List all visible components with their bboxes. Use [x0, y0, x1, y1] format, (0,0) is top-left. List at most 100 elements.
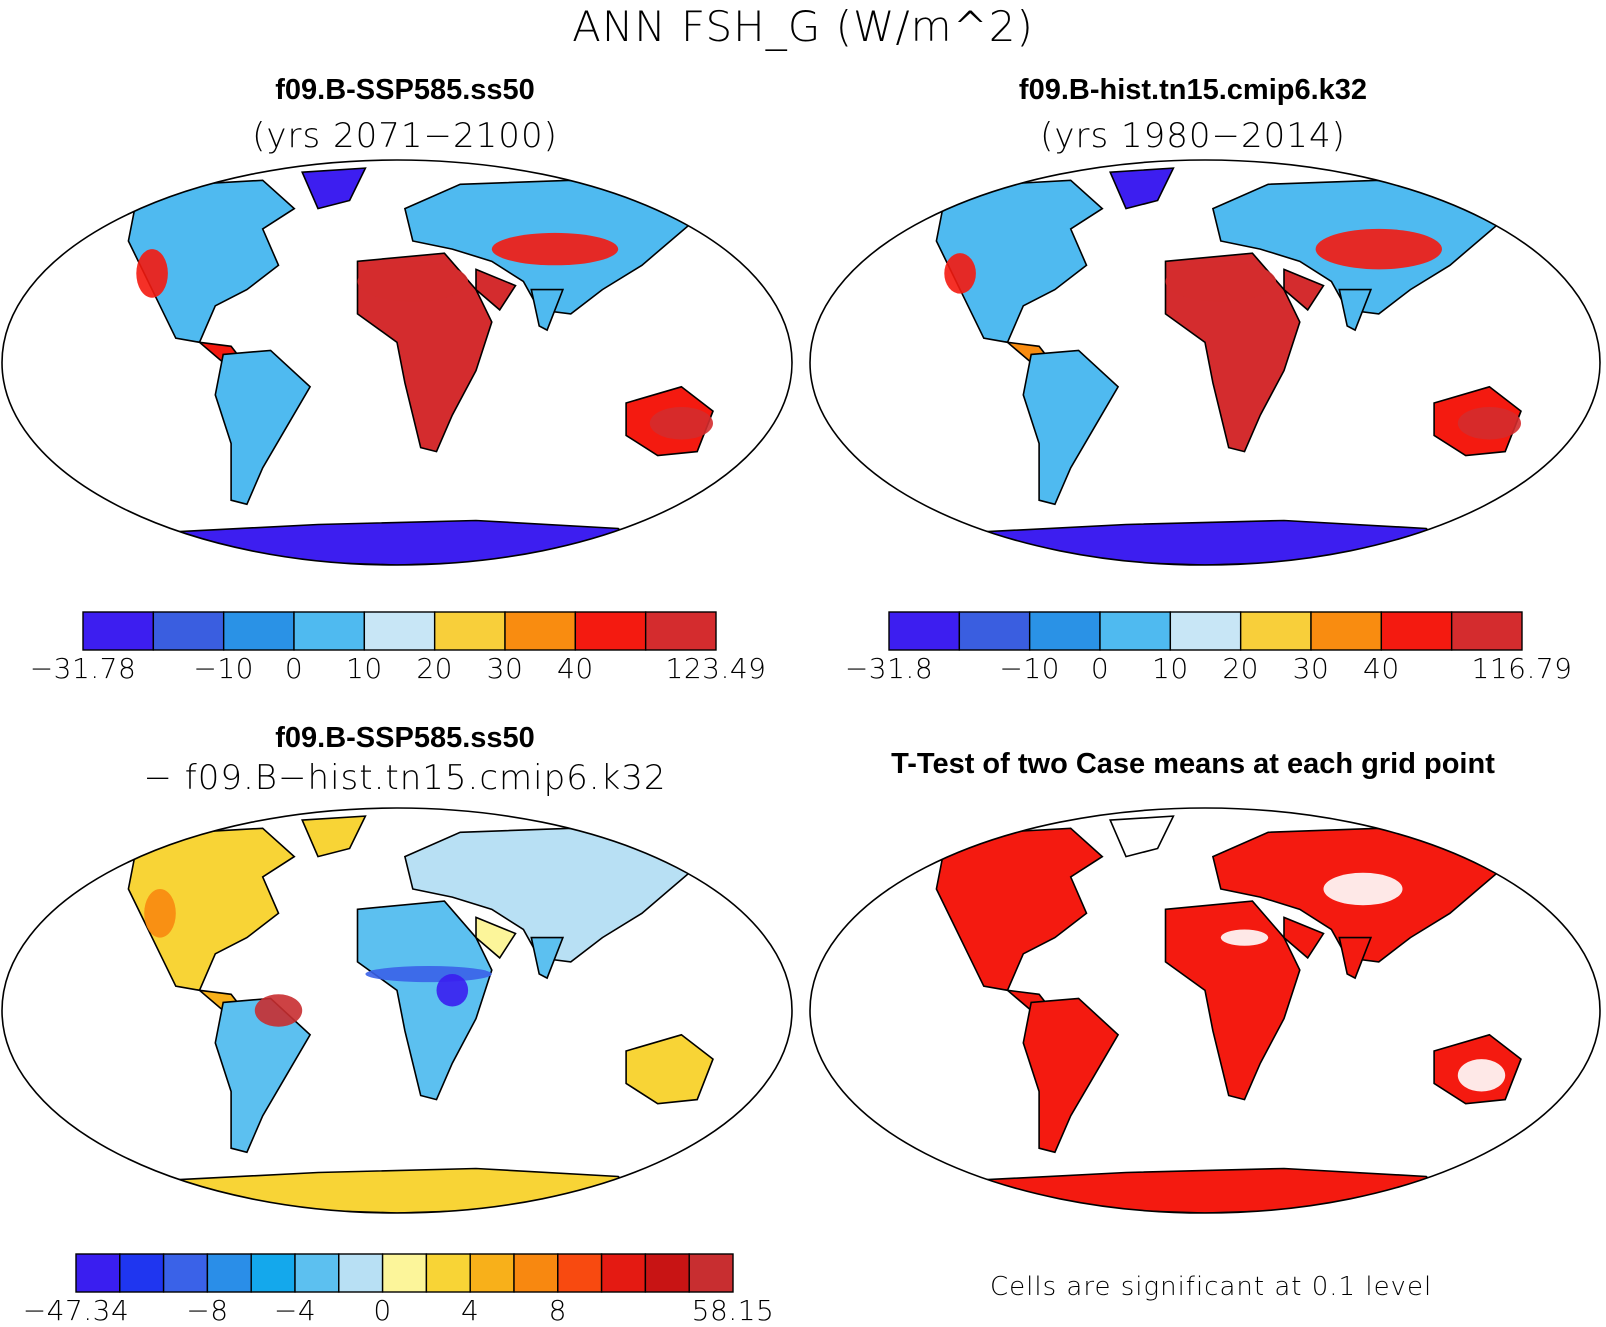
map-border	[1, 159, 793, 566]
figure-title: ANN FSH_G (W/m^2)	[572, 2, 1034, 51]
colorbar-1-label: −31.78	[29, 652, 137, 685]
landmass-greenland	[1109, 167, 1175, 210]
colorbar-2-label: 116.79	[1471, 652, 1573, 685]
map-panel-1-group	[1, 159, 793, 566]
field-patch-3	[144, 889, 176, 938]
colorbar-3-label: 58.15	[691, 1294, 775, 1327]
colorbar-2-swatch	[1380, 611, 1453, 651]
colorbar-1-label: 123.49	[665, 652, 767, 685]
panel3-title: f09.B-SSP585.ss50	[275, 722, 535, 754]
field-patch-0	[357, 261, 469, 302]
field-patch-1	[1323, 872, 1403, 906]
map-panel-2-group	[809, 159, 1601, 566]
colorbar-2-label: 30	[1292, 652, 1330, 685]
field-patch-3	[1284, 1026, 1316, 1060]
colorbar-2-swatch	[1028, 611, 1101, 651]
colorbar-3-swatch	[644, 1253, 690, 1293]
colorbar-3-swatch	[381, 1253, 428, 1293]
landmass-india	[530, 936, 565, 980]
colorbar-1-swatch	[504, 611, 577, 651]
colorbar-1-swatch	[222, 611, 295, 651]
colorbar-3-swatch	[469, 1253, 515, 1293]
panel1-title: f09.B-SSP585.ss50	[275, 74, 535, 106]
colorbar-1-label: −10	[193, 652, 254, 685]
colorbar-2-swatch	[958, 611, 1031, 651]
map-panel-3-group	[1, 807, 793, 1214]
colorbar-1-label: 30	[486, 652, 524, 685]
colorbar-3-label: −4	[273, 1294, 317, 1327]
landmass-arabia	[475, 268, 517, 312]
landmass-india	[1338, 936, 1373, 980]
field-patch-2	[1457, 1059, 1506, 1092]
landmass-arabia	[1283, 268, 1325, 312]
panel3-subtitle: − f09.B−hist.tn15.cmip6.k32	[143, 758, 667, 798]
colorbar-3-swatch	[688, 1253, 734, 1293]
panel2-subtitle: (yrs 1980−2014)	[1040, 116, 1346, 156]
panel1-subtitle: (yrs 2071−2100)	[252, 116, 558, 156]
colorbar-3-label: −8	[186, 1294, 229, 1327]
colorbar-2-label: 20	[1222, 652, 1259, 685]
map-border	[809, 807, 1601, 1214]
colorbar-2-swatch	[888, 611, 961, 651]
colorbar-3-swatch	[294, 1253, 340, 1293]
colorbar-3-label: 4	[461, 1294, 480, 1327]
field-patch-0	[1165, 261, 1277, 302]
field-patch-3	[649, 407, 714, 440]
landmass-greenland	[1109, 815, 1175, 858]
landmass-africa	[356, 900, 493, 1101]
colorbar-2-swatch	[1239, 611, 1312, 651]
landmass-arabia	[1283, 916, 1325, 960]
landmass-southAmerica	[1022, 997, 1120, 1154]
field-patch-2	[136, 249, 168, 298]
colorbar-1-label: 0	[284, 652, 304, 685]
colorbar-3-swatch	[600, 1253, 647, 1293]
colorbar-1-swatch	[152, 611, 225, 651]
landmass-arabia	[475, 916, 517, 960]
colorbar-3-swatch	[162, 1253, 209, 1293]
colorbar-2-label: −10	[999, 652, 1060, 685]
colorbar-3-swatch	[75, 1253, 121, 1293]
landmass-africa	[356, 252, 493, 453]
field-patch-1	[491, 232, 619, 266]
landmass-greenland	[301, 167, 367, 210]
colorbar-3-swatch	[425, 1253, 471, 1293]
colorbar-2-swatch	[1310, 611, 1383, 651]
colorbar-1-swatch	[363, 611, 436, 651]
colorbar-3-swatch	[119, 1253, 165, 1293]
colorbar-3-label: −47.34	[22, 1294, 130, 1327]
panel4-title: T-Test of two Case means at each grid po…	[891, 748, 1495, 780]
colorbar-2-swatch	[1450, 611, 1523, 651]
field-patch-3	[1457, 407, 1521, 440]
significance-footnote: Cells are significant at 0.1 level	[990, 1272, 1433, 1302]
colorbar-1-swatch	[574, 611, 647, 651]
colorbar-3-swatch	[250, 1253, 296, 1293]
landmass-southAmerica	[1022, 349, 1120, 506]
landmass-africa	[1164, 900, 1301, 1101]
colorbar-1-label: 10	[346, 652, 383, 685]
panel2-title: f09.B-hist.tn15.cmip6.k32	[1018, 74, 1368, 106]
colorbar-2-swatch	[1169, 611, 1242, 651]
colorbar-1-label: 40	[557, 652, 594, 685]
landmass-africa	[1164, 252, 1301, 453]
colorbar-1-swatch	[293, 611, 366, 651]
field-patch-0	[1220, 929, 1269, 946]
colorbar-3-label: 0	[373, 1294, 392, 1327]
landmass-greenland	[301, 815, 367, 858]
landmass-southAmerica	[214, 349, 312, 506]
colorbar-3-swatch	[513, 1253, 559, 1293]
field-patch-2	[944, 253, 976, 294]
colorbar-3-label: 8	[548, 1294, 567, 1327]
colorbar-2-label: 10	[1152, 652, 1189, 685]
landmass-northAmerica	[935, 827, 1104, 992]
field-patch-1	[1315, 228, 1443, 270]
colorbar-3-swatch	[557, 1253, 603, 1293]
map-border	[1, 807, 793, 1214]
landmass-northAmerica	[127, 827, 296, 992]
colorbar-2-label: 0	[1090, 652, 1110, 685]
colorbar-1-swatch	[82, 611, 155, 651]
colorbar-1-swatch	[433, 611, 506, 651]
colorbar-3-swatch	[206, 1253, 252, 1293]
landmass-india	[530, 288, 565, 332]
